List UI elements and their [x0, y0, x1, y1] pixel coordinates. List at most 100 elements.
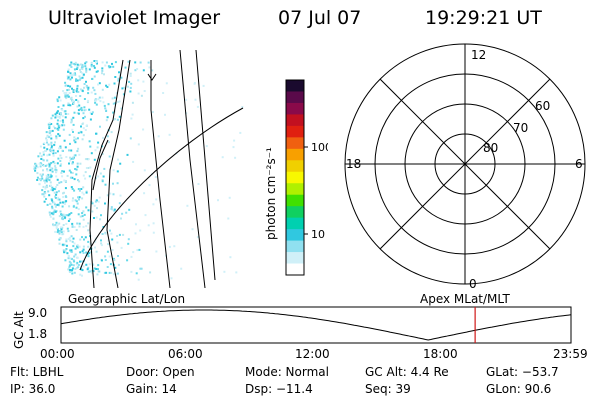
emission-pixel	[67, 113, 70, 115]
emission-pixel	[58, 147, 60, 150]
emission-pixel	[112, 273, 115, 276]
emission-pixel	[58, 222, 61, 225]
emission-pixel	[117, 101, 120, 103]
emission-pixel	[143, 169, 146, 172]
emission-pixel	[76, 256, 79, 259]
emission-pixel	[62, 230, 65, 233]
observation-date: 07 Jul 07	[278, 7, 362, 29]
emission-pixel	[64, 216, 67, 219]
emission-pixel	[90, 61, 93, 64]
emission-pixel	[112, 182, 114, 185]
emission-pixel	[69, 176, 72, 179]
emission-pixel	[79, 273, 82, 276]
emission-pixel	[114, 76, 117, 78]
emission-pixel	[51, 114, 54, 117]
emission-pixel	[46, 159, 49, 162]
emission-pixel	[60, 171, 63, 174]
emission-pixel	[72, 245, 75, 248]
emission-pixel	[85, 71, 88, 74]
emission-pixel	[62, 249, 65, 252]
emission-pixel	[191, 228, 194, 231]
emission-pixel	[72, 74, 74, 77]
emission-pixel	[147, 224, 150, 227]
emission-pixel	[64, 187, 67, 190]
emission-pixel	[36, 179, 39, 181]
emission-pixel	[103, 271, 106, 274]
emission-pixel	[66, 89, 69, 92]
emission-pixel	[61, 119, 64, 122]
emission-pixel	[87, 167, 90, 169]
emission-pixel	[68, 149, 70, 152]
emission-pixel	[55, 175, 58, 178]
emission-pixel	[67, 214, 70, 217]
emission-pixel	[99, 218, 102, 221]
emission-pixel	[95, 70, 98, 73]
emission-pixel	[52, 213, 55, 216]
emission-pixel	[79, 95, 82, 97]
emission-pixel	[83, 86, 85, 89]
emission-pixel	[104, 107, 107, 110]
emission-pixel	[96, 146, 99, 149]
emission-pixel	[118, 115, 121, 118]
emission-pixel	[45, 174, 48, 177]
emission-pixel	[68, 264, 71, 267]
emission-pixel	[80, 109, 83, 112]
emission-pixel	[56, 231, 59, 234]
emission-pixel	[57, 128, 60, 131]
emission-pixel	[94, 246, 96, 249]
emission-pixel	[127, 60, 130, 63]
emission-pixel	[93, 217, 95, 219]
emission-pixel	[95, 199, 98, 202]
emission-pixel	[67, 76, 70, 79]
emission-pixel	[51, 170, 54, 173]
emission-pixel	[67, 257, 70, 260]
emission-pixel	[130, 255, 133, 258]
emission-pixel	[75, 263, 78, 266]
emission-pixel	[101, 67, 104, 70]
emission-pixel	[65, 97, 68, 100]
emission-pixel	[52, 149, 55, 152]
emission-pixel	[73, 136, 76, 139]
info-gain: Gain: 14	[126, 382, 177, 396]
emission-pixel	[79, 71, 82, 73]
grid-line-7	[79, 107, 244, 271]
emission-pixel	[101, 88, 104, 91]
emission-pixel	[134, 61, 137, 64]
emission-pixel	[51, 199, 54, 202]
colorbar-band	[286, 114, 304, 127]
emission-pixel	[74, 61, 77, 64]
emission-pixel	[69, 261, 72, 264]
emission-pixel	[90, 64, 93, 67]
emission-pixel	[147, 61, 150, 64]
emission-pixel	[52, 187, 55, 190]
emission-pixel	[93, 75, 96, 78]
colorbar-band	[286, 137, 304, 150]
emission-pixel	[59, 124, 62, 127]
emission-pixel	[83, 106, 86, 109]
emission-pixel	[107, 239, 110, 242]
emission-pixel	[56, 184, 59, 186]
emission-pixel	[88, 252, 91, 255]
emission-pixel	[71, 156, 74, 159]
emission-pixel	[137, 143, 140, 146]
emission-pixel	[71, 267, 74, 270]
emission-pixel	[78, 104, 81, 107]
emission-pixel	[93, 204, 96, 207]
emission-pixel	[108, 155, 111, 158]
emission-pixel	[49, 166, 52, 169]
emission-pixel	[57, 190, 60, 193]
emission-pixel	[59, 112, 62, 115]
emission-pixel	[70, 66, 73, 68]
emission-pixel	[37, 155, 40, 158]
emission-pixel	[111, 97, 114, 100]
emission-pixel	[121, 212, 124, 215]
emission-pixel	[194, 98, 197, 101]
emission-pixel	[70, 118, 73, 121]
emission-pixel	[51, 186, 54, 189]
lat-label-80: 80	[483, 141, 498, 155]
emission-pixel	[58, 232, 61, 235]
emission-pixel	[44, 187, 47, 190]
emission-pixel	[42, 185, 45, 188]
emission-pixel	[78, 189, 81, 192]
emission-pixel	[51, 201, 54, 204]
